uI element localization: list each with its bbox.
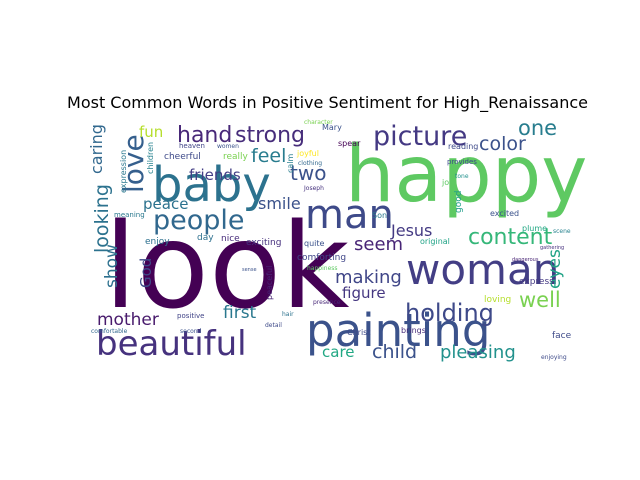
word-spear: spear xyxy=(338,139,361,148)
word-fun: fun xyxy=(139,123,163,141)
word-positive: positive xyxy=(177,312,204,320)
word-comfortable: comfortable xyxy=(91,328,128,335)
word-god: God xyxy=(137,258,155,288)
word-meaning: meaning xyxy=(114,211,145,219)
word-figure: figure xyxy=(342,284,386,302)
word-child: child xyxy=(372,341,417,363)
word-joy: joy xyxy=(441,178,454,187)
word-caring: caring xyxy=(87,124,106,174)
word-first: first xyxy=(223,303,257,323)
word-gathering: gathering xyxy=(540,245,564,251)
word-one: one xyxy=(518,116,557,140)
word-peace: peace xyxy=(143,195,188,213)
word-love: love xyxy=(117,134,150,193)
word-well: well xyxy=(519,288,561,312)
word-woman: woman xyxy=(406,245,559,294)
word-color: color xyxy=(479,133,526,155)
word-loving: loving xyxy=(484,295,511,305)
word-hair: hair xyxy=(282,311,294,318)
word-picture: picture xyxy=(373,121,467,152)
word-making: making xyxy=(335,267,402,288)
word-cheerful: cheerful xyxy=(164,152,201,162)
word-show: show xyxy=(102,244,122,288)
word-plume: plume xyxy=(522,224,547,233)
word-tone: tone xyxy=(455,173,469,180)
word-exciting: exciting xyxy=(246,238,281,248)
word-seem: seem xyxy=(354,234,403,255)
cloud-background xyxy=(80,118,575,365)
word-baby: baby xyxy=(152,157,271,213)
word-women: women xyxy=(217,143,239,150)
word-people: people xyxy=(153,205,245,236)
word-heaven: heaven xyxy=(179,142,205,150)
word-sense: sense xyxy=(242,267,257,273)
word-excited: excited xyxy=(490,209,519,218)
word-son: Son xyxy=(372,211,387,220)
word-calm: calm xyxy=(286,153,295,173)
word-presence: presence xyxy=(313,299,341,306)
word-looking: looking xyxy=(91,184,113,253)
word-look: look xyxy=(104,197,350,335)
word-express: express xyxy=(519,277,554,287)
word-care: care xyxy=(322,343,355,361)
word-day: day xyxy=(197,233,214,243)
word-detail: detail xyxy=(265,322,282,329)
word-original: original xyxy=(420,237,450,246)
word-friends: friends xyxy=(189,166,241,184)
word-two: two xyxy=(290,161,326,185)
word-holding: holding xyxy=(405,299,494,327)
word-good: good xyxy=(454,191,464,213)
word-smile: smile xyxy=(258,194,301,213)
words-layer: lookhappypaintingwomanbabybeautifulmanpe… xyxy=(87,116,587,364)
word-brings: brings xyxy=(401,326,426,335)
word-mother: mother xyxy=(97,310,159,330)
word-happiness: happiness xyxy=(307,265,338,272)
word-joseph: Joseph xyxy=(303,185,324,192)
word-happy: happy xyxy=(345,130,587,220)
word-strong: strong xyxy=(235,123,305,148)
word-christ: Christ xyxy=(347,328,370,337)
word-hand: hand xyxy=(177,123,232,148)
word-character: character xyxy=(304,119,333,126)
word-joyful: joyful xyxy=(296,149,319,158)
word-face: face xyxy=(552,331,572,341)
word-really: really xyxy=(223,152,249,162)
word-painting: painting xyxy=(306,304,490,357)
word-provides: provides xyxy=(447,158,477,166)
word-expression: expression xyxy=(119,150,128,193)
word-comforting: comforting xyxy=(297,253,346,263)
word-children: children xyxy=(146,142,155,174)
word-nice: nice xyxy=(221,234,240,244)
word-reading: reading xyxy=(448,142,478,151)
word-jesus: Jesus xyxy=(390,221,432,240)
word-eyes: eyes xyxy=(545,249,565,289)
word-enjoy: enjoy xyxy=(145,237,170,247)
word-quite: quite xyxy=(304,239,325,248)
word-pleasing: pleasing xyxy=(440,342,516,363)
word-second: second xyxy=(180,328,202,335)
chart-title: Most Common Words in Positive Sentiment … xyxy=(67,93,588,112)
word-man: man xyxy=(305,192,394,238)
word-mary: Mary xyxy=(322,123,342,132)
word-beautiful: beautiful xyxy=(96,324,247,364)
word-scene: scene xyxy=(553,228,571,235)
word-feel: feel xyxy=(251,145,286,167)
word-dangerous: dangerous xyxy=(512,257,539,263)
word-clothing: clothing xyxy=(298,160,322,167)
word-enjoying: enjoying xyxy=(541,354,567,361)
word-content: content xyxy=(468,225,553,250)
word-peaceful: peaceful xyxy=(265,266,274,300)
